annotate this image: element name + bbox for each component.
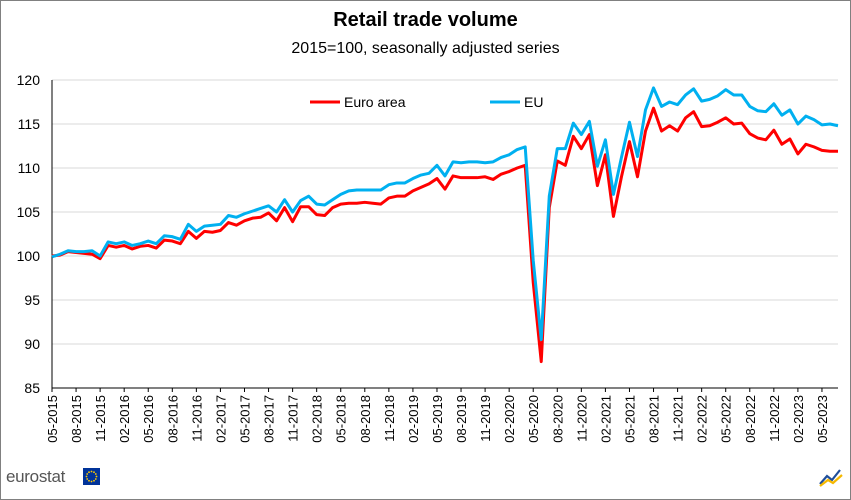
x-tick-label: 05-2019 <box>430 395 445 443</box>
x-tick-label: 05-2018 <box>334 395 349 443</box>
x-tick-label: 08-2016 <box>165 395 180 443</box>
x-tick-label: 02-2018 <box>310 395 325 443</box>
x-tick-label: 02-2019 <box>406 395 421 443</box>
x-tick-label: 05-2016 <box>141 395 156 443</box>
x-tick-label: 11-2019 <box>478 395 493 442</box>
x-tick-label: 05-2023 <box>815 395 830 443</box>
y-tick-label: 85 <box>24 380 40 396</box>
x-tick-label: 02-2023 <box>791 395 806 443</box>
x-tick-label: 05-2020 <box>526 395 541 443</box>
x-tick-label: 05-2021 <box>622 395 637 443</box>
x-tick-label: 08-2022 <box>743 395 758 443</box>
y-tick-label: 90 <box>24 336 40 352</box>
eurostat-corner-icon <box>818 466 844 493</box>
series-line-eu <box>51 86 839 342</box>
x-tick-label: 02-2016 <box>117 395 132 443</box>
x-tick-label: 02-2021 <box>598 395 613 443</box>
legend-label: Euro area <box>344 94 406 110</box>
x-tick-label: 11-2022 <box>767 395 782 442</box>
x-tick-label: 11-2018 <box>382 395 397 442</box>
x-tick-label: 08-2015 <box>69 395 84 443</box>
x-tick-label: 11-2015 <box>93 395 108 442</box>
x-tick-label: 05-2022 <box>719 395 734 443</box>
x-tick-label: 08-2021 <box>647 395 662 443</box>
x-tick-label: 02-2020 <box>502 395 517 443</box>
y-tick-label: 120 <box>17 72 41 88</box>
x-tick-label: 08-2017 <box>262 395 277 443</box>
x-tick-label: 08-2018 <box>358 395 373 443</box>
x-tick-label: 02-2017 <box>213 395 228 443</box>
x-tick-label: 02-2022 <box>695 395 710 443</box>
eurostat-logo-text: eurostat <box>6 467 66 486</box>
eu-flag-icon <box>83 468 100 485</box>
legend-label: EU <box>524 94 543 110</box>
x-tick-label: 11-2020 <box>574 395 589 442</box>
series-line-euro-area <box>51 106 838 364</box>
y-tick-label: 105 <box>17 204 41 220</box>
x-tick-label: 08-2019 <box>454 395 469 443</box>
chart-subtitle: 2015=100, seasonally adjusted series <box>291 40 560 57</box>
chart-title: Retail trade volume <box>333 9 518 31</box>
x-tick-label: 11-2016 <box>189 395 204 442</box>
y-tick-label: 100 <box>17 248 41 264</box>
y-tick-label: 95 <box>24 292 40 308</box>
x-tick-label: 05-2017 <box>237 395 252 443</box>
x-tick-label: 11-2021 <box>671 395 686 442</box>
x-tick-label: 11-2017 <box>286 395 301 442</box>
y-tick-label: 110 <box>18 160 41 176</box>
y-tick-label: 115 <box>18 116 41 132</box>
x-tick-label: 05-2015 <box>45 395 60 443</box>
x-tick-label: 08-2020 <box>550 395 565 443</box>
